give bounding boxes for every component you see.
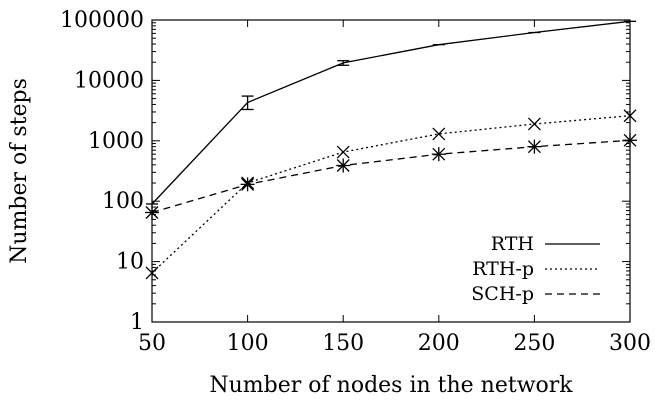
data-point-marker	[527, 117, 541, 131]
series-sch-p	[145, 133, 637, 220]
axis-ticks: 50 100 150 200 250 300 1 10 100 1000 10000 100000	[60, 8, 651, 356]
x-tick-label: 300	[609, 331, 651, 356]
legend-label: RTH-p	[472, 258, 534, 280]
data-point-marker	[145, 266, 159, 280]
series-layer	[145, 20, 637, 280]
y-tick-label: 100000	[60, 8, 144, 33]
series-rth-p	[145, 109, 637, 280]
y-tick-label: 10000	[74, 68, 144, 93]
series-line	[151, 20, 631, 205]
legend: RTH RTH-p SCH-p	[471, 233, 600, 305]
y-tick-label: 10	[116, 250, 144, 275]
series-rth	[146, 20, 636, 205]
data-point-marker	[623, 109, 637, 123]
data-point-marker	[336, 145, 350, 159]
plot-frame	[151, 19, 631, 323]
x-tick-label: 150	[322, 331, 364, 356]
legend-label: SCH-p	[471, 283, 534, 305]
y-axis-label: Number of steps	[7, 78, 32, 264]
series-line	[151, 115, 631, 274]
x-tick-label: 50	[138, 331, 166, 356]
series-line	[151, 139, 631, 214]
y-tick-label: 100	[102, 189, 144, 214]
x-tick-label: 100	[227, 331, 269, 356]
x-tick-label: 250	[513, 331, 555, 356]
y-tick-label: 1000	[88, 129, 144, 154]
y-tick-label: 1	[130, 310, 144, 335]
x-axis-label: Number of nodes in the network	[209, 373, 573, 398]
x-tick-label: 200	[418, 331, 460, 356]
legend-label: RTH	[491, 233, 534, 255]
data-point-marker	[432, 127, 446, 141]
